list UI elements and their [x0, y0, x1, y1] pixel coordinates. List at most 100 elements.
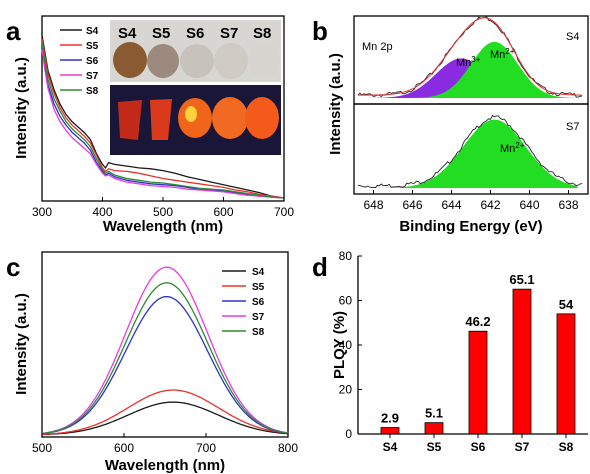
emission-line-S7: [41, 266, 289, 434]
raw-data-bottom: [357, 114, 583, 189]
x-tick-label-600: 600: [213, 205, 233, 219]
mn2p-title: Mn 2p: [362, 41, 393, 53]
x-tick-label-644: 644: [441, 198, 461, 212]
x-tick-label-300: 300: [32, 205, 52, 219]
legend-label-S4: S4: [86, 26, 99, 37]
panel-b-bottom-frame: [353, 103, 589, 195]
x-tick-label-500: 500: [32, 441, 52, 455]
panel-d-y-label: PLQY (%): [331, 311, 348, 379]
x-tick-label-700: 700: [196, 441, 216, 455]
absorption-line-S7: [41, 49, 285, 199]
x-tick-label-638: 638: [558, 198, 578, 212]
sample-S4-daylight: [113, 42, 147, 78]
sample-S5-daylight: [147, 44, 179, 78]
legend-label-S6: S6: [252, 297, 265, 308]
x-tick-label-S5: S5: [427, 440, 442, 454]
bar-value-S6: 46.2: [465, 314, 490, 329]
panel-a-legend: S4 S5 S6 S7 S8: [60, 26, 99, 97]
x-tick-label-400: 400: [92, 205, 112, 219]
bar-S8: [556, 313, 576, 435]
absorption-line-S6: [41, 45, 285, 199]
bar-S4: [380, 427, 400, 435]
legend-label-S8: S8: [86, 86, 99, 97]
fit-envelope-top: [357, 17, 583, 96]
emission-line-S8: [41, 282, 289, 435]
legend-label-S7: S7: [86, 71, 99, 82]
panel-a: a S4 S5 S6 S7 S8 S4 S5 S6 S7 S8 300 400 500 600…: [6, 15, 294, 235]
panel-b-x-ticks: 648 646 644 642 640 638: [363, 190, 579, 212]
x-tick-label-500: 500: [153, 205, 173, 219]
x-tick-label-648: 648: [363, 198, 383, 212]
bar-value-S5: 5.1: [425, 406, 443, 421]
sample-S8-uv: [245, 97, 279, 139]
panel-b-x-label: Binding Energy (eV): [399, 218, 542, 235]
emission-line-S5: [42, 389, 289, 435]
y-tick-label-80: 80: [339, 249, 353, 263]
sample-S6-daylight: [180, 44, 214, 78]
panel-a-x-label: Wavelength (nm): [103, 218, 223, 235]
panel-b-top-spectrum: [357, 16, 583, 98]
legend-label-S4: S4: [252, 267, 265, 278]
panel-b-y-label: Intensity (a.u.): [327, 53, 344, 155]
panel-c-x-label: Wavelength (nm): [105, 457, 225, 474]
uv-glow-spot: [185, 106, 197, 122]
photo-label-S7: S7: [220, 25, 238, 42]
y-tick-label-20: 20: [339, 383, 353, 397]
absorption-line-S5: [41, 38, 285, 199]
panel-b: b Mn 2p S4 S7 Mn3+ Mn2+ Mn2+ 648 646 644 64…: [312, 15, 589, 235]
bar-S7: [512, 288, 532, 435]
panel-c-legend: S4 S5 S6 S7 S8: [222, 267, 265, 338]
bar-value-S8: 54: [559, 297, 574, 312]
y-tick-label-0: 0: [345, 427, 352, 441]
sample-S5-uv: [150, 99, 172, 140]
x-tick-label-S8: S8: [559, 440, 574, 454]
sample-S7-uv: [212, 97, 248, 139]
emission-line-S4: [42, 401, 289, 436]
bar-value-S4: 2.9: [381, 411, 399, 426]
mn2-component-bottom: [363, 119, 579, 188]
panel-a-series: [41, 35, 285, 199]
photo-label-S5: S5: [152, 25, 170, 42]
panel-a-letter: a: [6, 16, 21, 46]
legend-label-S5: S5: [252, 282, 265, 293]
panel-d-axes: 0 20 40 60 80: [339, 249, 588, 441]
panel-b-bottom-spectrum: [357, 114, 583, 189]
x-tick-label-S7: S7: [515, 440, 530, 454]
raw-data-top: [357, 16, 583, 98]
panel-d: d 0 20 40 60 80 2.9 S4 5.1 S5 46.2 S6 65.1 S7 54 S8 P…: [312, 249, 588, 454]
panel-a-y-label: Intensity (a.u.): [13, 57, 30, 159]
sample-S8-daylight: [248, 43, 280, 79]
legend-label-S5: S5: [86, 41, 99, 52]
mn2-sup: 2+: [505, 47, 514, 56]
x-tick-label-S6: S6: [471, 440, 486, 454]
emission-line-S6: [41, 295, 289, 435]
mn2-component-top: [363, 41, 579, 98]
bar-S6: [468, 330, 488, 435]
legend-label-S6: S6: [86, 56, 99, 67]
x-tick-label-S4: S4: [383, 440, 398, 454]
top-sample-label: S4: [566, 31, 579, 43]
mn2-annotation-top: Mn2+: [490, 47, 515, 61]
x-tick-label-642: 642: [480, 198, 500, 212]
x-tick-label-640: 640: [519, 198, 539, 212]
x-tick-label-646: 646: [402, 198, 422, 212]
mn2-annotation-bottom: Mn2+: [500, 141, 525, 155]
mn2b-base: Mn: [500, 143, 515, 155]
panel-c-x-ticks: 500 600 700 800: [32, 433, 298, 455]
mn3-annotation: Mn3+: [456, 55, 481, 69]
y-tick-label-40: 40: [339, 338, 353, 352]
mn2-base: Mn: [490, 49, 505, 61]
x-tick-label-800: 800: [278, 441, 298, 455]
photo-label-S8: S8: [253, 25, 271, 42]
sample-S4-uv: [118, 100, 142, 140]
panel-d-bars: 2.9 S4 5.1 S5 46.2 S6 65.1 S7 54 S8: [380, 272, 576, 454]
mn2b-sup: 2+: [515, 141, 524, 150]
bar-S5: [424, 422, 444, 435]
x-tick-label-700: 700: [274, 205, 294, 219]
x-tick-label-600: 600: [114, 441, 134, 455]
panel-c-letter: c: [6, 252, 20, 282]
y-tick-label-60: 60: [339, 294, 353, 308]
bar-value-S7: 65.1: [509, 272, 534, 287]
panel-c-y-label: Intensity (a.u.): [13, 293, 30, 395]
